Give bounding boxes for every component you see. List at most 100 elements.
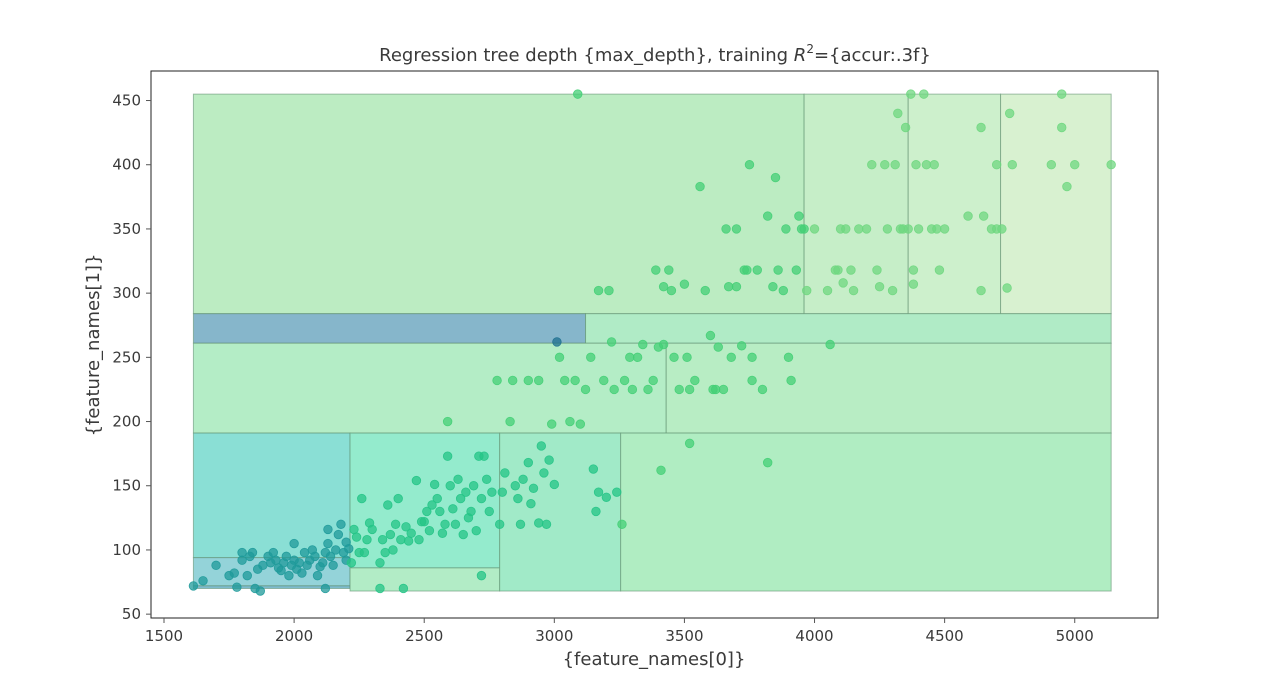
scatter-point [290, 539, 299, 548]
scatter-point [841, 225, 850, 234]
scatter-point [376, 558, 385, 567]
scatter-point [441, 520, 450, 529]
scatter-point [826, 340, 835, 349]
scatter-point [334, 530, 343, 539]
scatter-point [285, 571, 294, 580]
scatter-point [719, 385, 728, 394]
scatter-point [638, 340, 647, 349]
scatter-point [696, 182, 705, 191]
y-tick-label: 250 [112, 348, 141, 366]
scatter-point [501, 469, 510, 478]
scatter-point [907, 90, 916, 99]
scatter-point [758, 385, 767, 394]
y-tick-label: 400 [112, 156, 141, 174]
scatter-point [888, 286, 897, 295]
scatter-point [904, 225, 913, 234]
scatter-point [724, 282, 733, 291]
x-tick-label: 3000 [535, 627, 573, 645]
scatter-point [922, 160, 931, 169]
scatter-point [769, 282, 778, 291]
scatter-point [802, 286, 811, 295]
scatter-point [675, 385, 684, 394]
scatter-point [560, 376, 569, 385]
scatter-point [493, 376, 502, 385]
scatter-point [1047, 160, 1056, 169]
scatter-point [992, 225, 1001, 234]
scatter-point [259, 561, 268, 570]
y-axis: 50100150200250300350400450 [112, 92, 151, 624]
scatter-point [1107, 160, 1116, 169]
scatter-point [527, 499, 536, 508]
scatter-point [537, 442, 546, 451]
scatter-point [964, 212, 973, 221]
scatter-point [443, 452, 452, 461]
scatter-point [774, 266, 783, 275]
scatter-point [233, 583, 242, 592]
scatter-point [901, 123, 910, 132]
scatter-point [849, 286, 858, 295]
scatter-point [469, 481, 478, 490]
scatter-point [1057, 123, 1066, 132]
scatter-point [893, 109, 902, 118]
tree-region [193, 314, 585, 344]
scatter-point [381, 548, 390, 557]
scatter-point [800, 225, 809, 234]
scatter-point [909, 266, 918, 275]
x-tick-label: 4500 [926, 627, 964, 645]
scatter-point [337, 520, 346, 529]
scatter-point [691, 376, 700, 385]
scatter-point [935, 266, 944, 275]
tree-region [193, 433, 350, 558]
scatter-point [787, 376, 796, 385]
x-tick-label: 2500 [405, 627, 443, 645]
scatter-point [586, 353, 595, 362]
scatter-point [311, 552, 320, 561]
scatter-point [862, 225, 871, 234]
scatter-point [508, 376, 517, 385]
scatter-point [451, 520, 460, 529]
scatter-point [360, 548, 369, 557]
scatter-point [524, 376, 533, 385]
scatter-point [407, 529, 416, 538]
y-axis-label: {feature_names[1]} [83, 254, 104, 437]
scatter-point [199, 576, 208, 585]
y-tick-label: 50 [122, 605, 141, 623]
y-tick-label: 450 [112, 92, 141, 110]
scatter-point [324, 525, 333, 534]
scatter-point [542, 520, 551, 529]
x-axis-label: {feature_names[0]} [563, 649, 746, 670]
scatter-point [498, 488, 507, 497]
scatter-point [415, 535, 424, 544]
scatter-point [472, 526, 481, 535]
scatter-point [685, 385, 694, 394]
scatter-point [714, 343, 723, 352]
scatter-point [488, 488, 497, 497]
scatter-point [644, 385, 653, 394]
scatter-point [753, 266, 762, 275]
scatter-point [581, 385, 590, 394]
scatter-point [331, 546, 340, 555]
scatter-point [847, 266, 856, 275]
scatter-point [443, 417, 452, 426]
scatter-point [652, 266, 661, 275]
tree-region [586, 314, 1112, 344]
scatter-point [977, 286, 986, 295]
scatter-point [477, 571, 486, 580]
scatter-point [347, 558, 356, 567]
scatter-point [425, 526, 434, 535]
scatter-point [612, 488, 621, 497]
scatter-point [748, 376, 757, 385]
x-tick-label: 2000 [275, 627, 313, 645]
scatter-point [667, 286, 676, 295]
scatter-point [329, 561, 338, 570]
scatter-point [659, 340, 668, 349]
scatter-point [873, 266, 882, 275]
scatter-point [732, 282, 741, 291]
scatter-point [524, 458, 533, 467]
x-tick-label: 1500 [145, 627, 183, 645]
scatter-point [394, 494, 403, 503]
scatter-point [839, 279, 848, 288]
scatter-point [555, 353, 564, 362]
scatter-point [352, 533, 361, 542]
